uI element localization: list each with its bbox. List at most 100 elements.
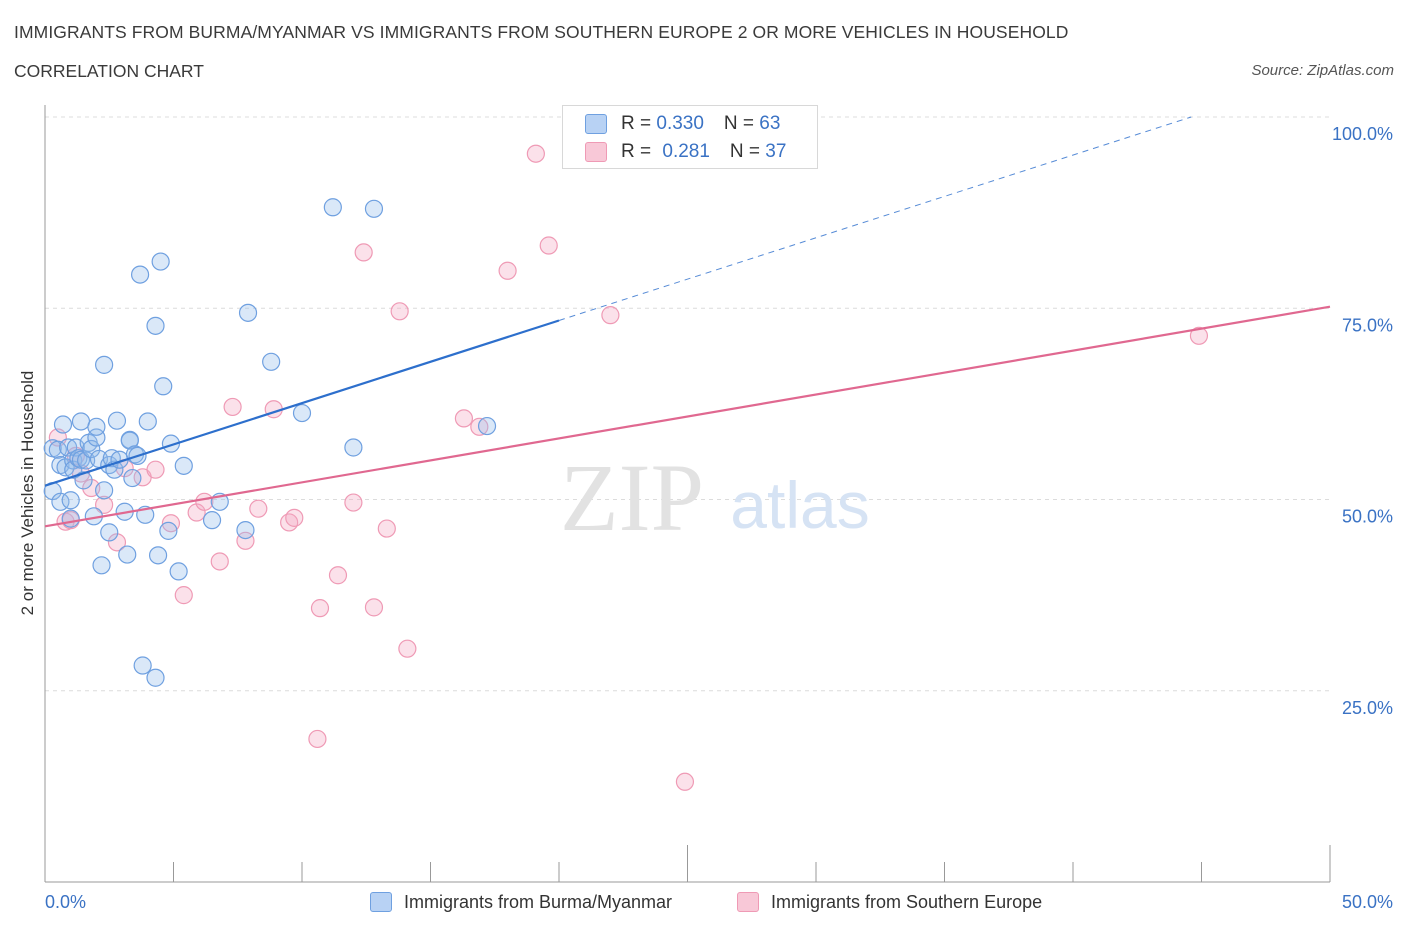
data-point-seurope	[344, 493, 363, 512]
seurope-legend-swatch	[737, 892, 759, 912]
data-point-seurope	[308, 729, 327, 749]
legend-item-seurope: Immigrants from Southern Europe	[737, 889, 1042, 915]
data-point-burma	[169, 562, 188, 581]
legend-row-burma: R = 0.330 N = 63	[585, 112, 780, 136]
data-point-burma	[262, 352, 281, 371]
data-point-burma	[107, 411, 127, 430]
legend-r-value: 0.281	[662, 141, 710, 162]
data-point-burma	[100, 523, 119, 542]
data-point-burma	[238, 303, 258, 322]
data-point-burma	[87, 417, 106, 436]
data-point-burma	[292, 403, 312, 423]
data-point-burma	[146, 668, 165, 687]
data-point-burma	[82, 439, 101, 459]
legend-n-value: 63	[759, 113, 781, 134]
trend-line-burma	[44, 319, 560, 487]
data-point-seurope	[310, 599, 330, 618]
x-tick-label: 0.0%	[45, 892, 86, 912]
data-point-burma	[344, 438, 363, 457]
data-point-seurope	[398, 639, 417, 658]
data-point-burma	[159, 521, 178, 540]
data-point-burma	[130, 265, 150, 284]
y-tick-label: 100.0%	[1332, 124, 1393, 144]
y-tick-label: 75.0%	[1342, 315, 1393, 335]
data-point-burma	[477, 416, 497, 436]
data-point-burma	[236, 520, 255, 540]
data-point-seurope	[223, 397, 242, 417]
legend-row-seurope: R = 0.281 N = 37	[585, 140, 786, 164]
data-point-burma	[118, 545, 137, 564]
seurope-legend-label: Immigrants from Southern Europe	[771, 891, 1043, 912]
data-point-burma	[71, 412, 91, 431]
data-point-burma	[87, 428, 106, 447]
data-point-burma	[364, 199, 384, 218]
chart-subtitle: CORRELATION CHART	[14, 61, 204, 81]
watermark: ZIP atlas	[560, 444, 870, 551]
legend-r-value: 0.330	[656, 113, 704, 134]
data-point-burma	[174, 456, 193, 475]
data-point-burma	[146, 316, 165, 335]
data-point-seurope	[364, 598, 384, 617]
legend-n-label: N =	[729, 141, 766, 162]
data-point-seurope	[454, 409, 474, 428]
data-point-burma	[323, 198, 342, 217]
data-point-seurope	[236, 531, 255, 550]
trend-lines	[44, 116, 1331, 528]
data-point-burma	[61, 491, 80, 510]
data-point-burma	[95, 481, 114, 500]
burma-legend-label: Immigrants from Burma/Myanmar	[404, 891, 673, 912]
y-tick-label: 25.0%	[1342, 698, 1393, 718]
watermark-zip: ZIP	[560, 444, 704, 551]
data-point-seurope	[390, 302, 409, 321]
data-point-seurope	[498, 261, 517, 280]
watermark-atlas: atlas	[730, 468, 869, 542]
data-point-seurope	[539, 236, 558, 255]
data-point-burma	[202, 511, 222, 530]
data-point-seurope	[328, 566, 348, 585]
tick-labels: 25.0% 50.0% 75.0% 100.0% 0.0% 50.0%	[45, 124, 1393, 912]
data-point-burma	[151, 252, 170, 271]
data-point-seurope	[526, 144, 545, 163]
data-point-burma	[138, 412, 157, 431]
data-point-seurope	[285, 508, 304, 527]
data-point-burma	[148, 546, 168, 565]
data-point-seurope	[174, 586, 193, 605]
data-point-seurope	[210, 552, 229, 571]
data-point-burma	[95, 355, 114, 374]
legend-item-burma: Immigrants from Burma/Myanmar	[370, 889, 672, 915]
data-point-burma	[53, 415, 73, 434]
data-point-seurope	[195, 492, 214, 511]
trend-line-burma-extension	[558, 116, 1192, 321]
source-credit: Source: ZipAtlas.com	[1251, 62, 1394, 79]
burma-legend-swatch	[370, 892, 392, 912]
data-point-burma	[133, 656, 152, 675]
legend-r-label: R =	[621, 141, 657, 162]
data-point-burma	[120, 431, 139, 450]
trend-line-seurope	[44, 305, 1331, 528]
data-point-seurope	[146, 460, 165, 479]
data-point-burma	[61, 509, 80, 528]
legend-r-label: R =	[621, 113, 657, 134]
chart-title: IMMIGRANTS FROM BURMA/MYANMAR VS IMMIGRA…	[14, 22, 1069, 42]
burma-swatch	[585, 114, 607, 134]
series-burma-points	[43, 198, 497, 687]
correlation-legend: R = 0.330 N = 63 R = 0.281 N = 37	[562, 105, 818, 169]
data-point-seurope	[95, 495, 114, 514]
seurope-swatch	[585, 142, 607, 162]
data-point-seurope	[354, 243, 373, 262]
legend-n-label: N =	[723, 113, 760, 134]
x-tick-label: 50.0%	[1342, 892, 1393, 912]
data-point-burma	[154, 377, 173, 396]
legend-n-value: 37	[765, 141, 787, 162]
y-tick-label: 50.0%	[1342, 507, 1393, 527]
data-point-seurope	[107, 533, 127, 552]
data-point-seurope	[377, 519, 396, 538]
data-point-seurope	[601, 306, 620, 325]
data-point-seurope	[249, 499, 268, 518]
data-point-seurope	[675, 772, 695, 791]
data-point-seurope	[1189, 326, 1209, 345]
data-point-burma	[123, 468, 142, 488]
data-point-seurope	[470, 417, 489, 436]
data-point-burma	[74, 471, 93, 490]
